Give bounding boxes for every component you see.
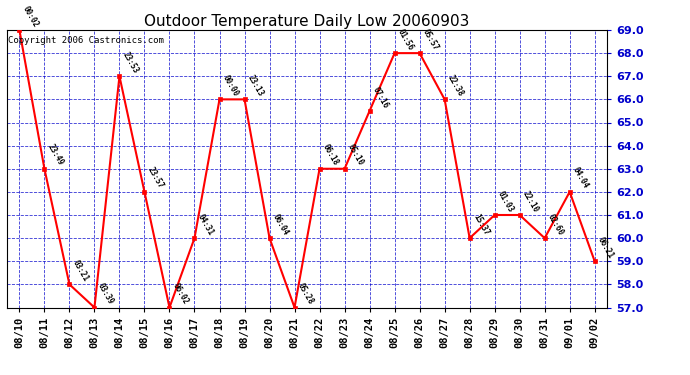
Text: 04:31: 04:31 bbox=[196, 212, 215, 237]
Text: 07:16: 07:16 bbox=[371, 85, 391, 109]
Text: 05:57: 05:57 bbox=[421, 27, 440, 52]
Text: 22:38: 22:38 bbox=[446, 74, 465, 98]
Text: 03:21: 03:21 bbox=[71, 258, 90, 283]
Text: 23:53: 23:53 bbox=[121, 50, 140, 75]
Text: 06:18: 06:18 bbox=[321, 143, 340, 167]
Text: 00:00: 00:00 bbox=[221, 74, 240, 98]
Text: 23:49: 23:49 bbox=[46, 143, 65, 167]
Text: 22:10: 22:10 bbox=[521, 189, 540, 214]
Text: 06:02: 06:02 bbox=[171, 282, 190, 306]
Text: 23:57: 23:57 bbox=[146, 166, 165, 190]
Text: Copyright 2006 Castronics.com: Copyright 2006 Castronics.com bbox=[8, 36, 164, 45]
Text: 00:02: 00:02 bbox=[21, 4, 40, 28]
Text: 03:39: 03:39 bbox=[96, 282, 115, 306]
Text: 05:10: 05:10 bbox=[346, 143, 365, 167]
Text: 23:13: 23:13 bbox=[246, 74, 265, 98]
Text: 01:03: 01:03 bbox=[496, 189, 515, 214]
Text: 06:04: 06:04 bbox=[271, 212, 290, 237]
Text: 02:60: 02:60 bbox=[546, 212, 565, 237]
Text: 01:56: 01:56 bbox=[396, 27, 415, 52]
Text: 04:04: 04:04 bbox=[571, 166, 591, 190]
Text: 15:37: 15:37 bbox=[471, 212, 491, 237]
Title: Outdoor Temperature Daily Low 20060903: Outdoor Temperature Daily Low 20060903 bbox=[144, 14, 470, 29]
Text: 06:21: 06:21 bbox=[596, 236, 615, 260]
Text: 05:28: 05:28 bbox=[296, 282, 315, 306]
